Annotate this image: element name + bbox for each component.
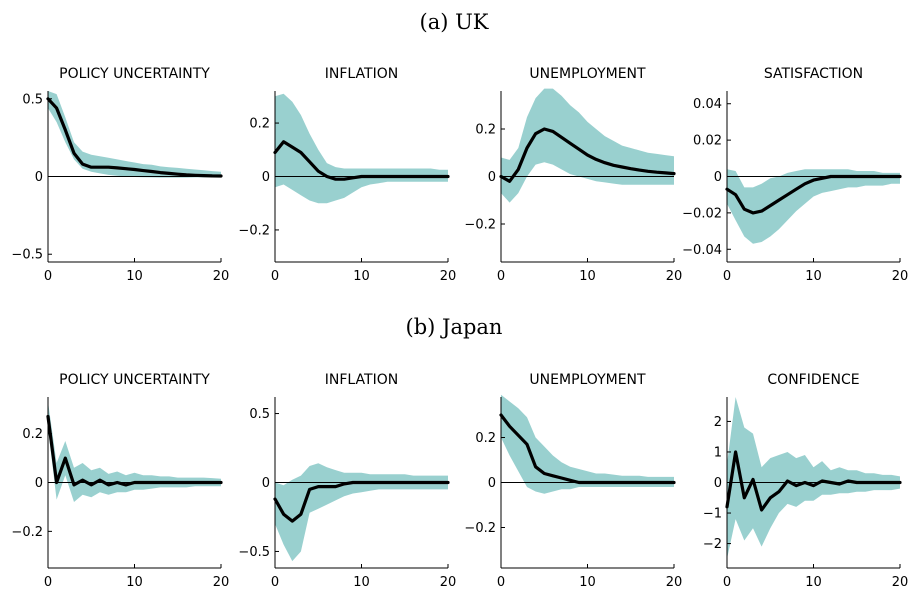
impulse-response-line	[46, 97, 223, 178]
panel-1: POLICY UNCERTAINTY−0.500.50 10 20	[11, 66, 229, 284]
y-tick-label: 0	[35, 170, 43, 185]
x-tick-label: 10	[353, 575, 370, 590]
x-tick-label: 0	[723, 575, 731, 590]
x-tick-label: 10	[579, 575, 596, 590]
confidence-band	[727, 169, 900, 244]
y-tick-label: −0.5	[11, 248, 43, 263]
panel-title: CONFIDENCE	[767, 372, 859, 388]
y-tick-label: −0.2	[464, 521, 496, 536]
panel-3: UNEMPLOYMENT −0.2 0 0.2 0 10 20	[464, 66, 682, 284]
x-tick-label: 20	[213, 575, 230, 590]
confidence-band	[48, 91, 221, 178]
x-tick-label: 20	[666, 575, 683, 590]
x-tick-label: 20	[892, 269, 909, 284]
x-tick-label: 20	[892, 575, 909, 590]
y-tick-label: 2	[714, 415, 722, 430]
x-tick-label: 10	[353, 269, 370, 284]
y-tick-label: −0.04	[682, 243, 722, 258]
y-tick-label: −2	[703, 537, 722, 552]
impulse-response-line	[46, 414, 223, 487]
x-tick-label: 10	[126, 575, 143, 590]
panel-title: INFLATION	[325, 372, 398, 388]
x-tick-label: 10	[805, 269, 822, 284]
section-title-japan: (b) Japan	[406, 315, 503, 339]
y-tick-label: −0.2	[238, 223, 270, 238]
x-tick-label: 0	[723, 269, 731, 284]
y-tick-label: 0.2	[475, 431, 496, 446]
x-tick-label: 20	[213, 269, 230, 284]
panel-title: UNEMPLOYMENT	[529, 372, 646, 388]
impulse-response-line	[273, 480, 450, 523]
y-tick-label: 0.2	[22, 427, 43, 442]
panel-title: POLICY UNCERTAINTY	[59, 66, 210, 82]
y-tick-label: 0.2	[249, 117, 270, 132]
impulse-response-line	[499, 413, 676, 485]
y-tick-label: 0.2	[475, 123, 496, 138]
panel-4: SATISFACTION −0.04 −0.02 0 0.02 0.04 0 10 20	[682, 66, 908, 284]
y-tick-label: 0	[714, 476, 722, 491]
y-tick-label: 0	[262, 170, 270, 185]
x-tick-label: 0	[44, 575, 52, 590]
x-tick-label: 0	[271, 575, 279, 590]
x-tick-label: 10	[579, 269, 596, 284]
confidence-band	[48, 401, 221, 502]
x-tick-label: 0	[497, 575, 505, 590]
y-tick-label: 0	[488, 476, 496, 491]
y-tick-label: −0.2	[11, 525, 43, 540]
y-tick-label: 0.02	[693, 134, 722, 149]
y-tick-label: 0	[714, 170, 722, 185]
x-tick-label: 20	[666, 269, 683, 284]
y-tick-label: 1	[714, 445, 722, 460]
confidence-band	[501, 394, 674, 494]
y-tick-label: −1	[703, 507, 722, 522]
panel-title: POLICY UNCERTAINTY	[59, 372, 210, 388]
x-tick-label: 10	[805, 575, 822, 590]
panel-title: UNEMPLOYMENT	[529, 66, 646, 82]
panels: POLICY UNCERTAINTY−0.500.50 10 20INFLATION…	[11, 66, 908, 590]
impulse-response-line	[725, 174, 902, 215]
panel-2: INFLATION −0.2 0 0.2 0 10 20	[238, 66, 456, 284]
y-tick-label: 0.5	[249, 407, 270, 422]
y-tick-label: −0.02	[682, 206, 722, 221]
panel-7: UNEMPLOYMENT −0.2 0 0.2 0 10 20	[464, 372, 682, 590]
confidence-band	[501, 88, 674, 203]
y-tick-label: 0	[488, 170, 496, 185]
y-tick-label: 0	[35, 476, 43, 491]
y-tick-label: −0.5	[238, 545, 270, 560]
y-tick-label: 0.5	[22, 92, 43, 107]
x-tick-label: 0	[271, 269, 279, 284]
x-tick-label: 20	[440, 269, 457, 284]
x-tick-label: 0	[44, 269, 52, 284]
y-tick-label: 0	[262, 476, 270, 491]
y-tick-label: −0.2	[464, 218, 496, 233]
confidence-band	[275, 93, 448, 204]
y-tick-label: 0.04	[693, 97, 722, 112]
x-tick-label: 0	[497, 269, 505, 284]
impulse-response-line	[725, 450, 902, 512]
panel-6: INFLATION−0.500.50 10 20	[238, 372, 456, 590]
panel-title: SATISFACTION	[764, 66, 863, 82]
x-tick-label: 20	[440, 575, 457, 590]
panel-title: INFLATION	[325, 66, 398, 82]
impulse-response-line	[273, 140, 450, 181]
section-title-uk: (a) UK	[420, 10, 489, 34]
impulse-response-line	[499, 127, 676, 183]
x-tick-label: 10	[126, 269, 143, 284]
panel-5: POLICY UNCERTAINTY −0.2 0 0.2 0 10 20	[11, 372, 229, 590]
confidence-band	[727, 397, 900, 559]
